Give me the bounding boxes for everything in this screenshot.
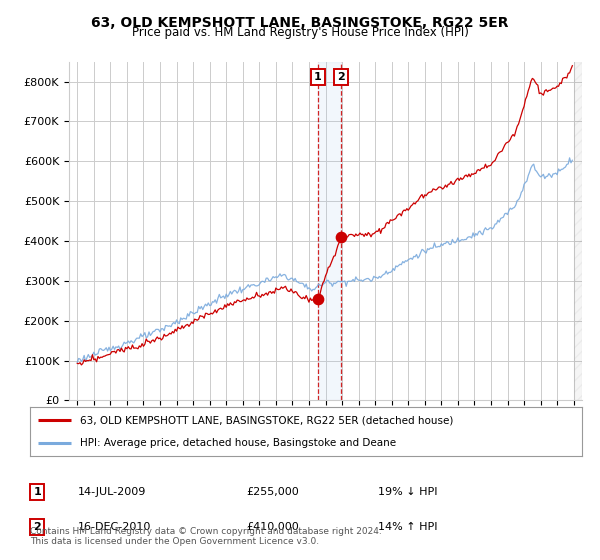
Text: 19% ↓ HPI: 19% ↓ HPI [378,487,437,497]
Text: Contains HM Land Registry data © Crown copyright and database right 2024.
This d: Contains HM Land Registry data © Crown c… [30,526,382,546]
Text: 2: 2 [338,72,345,82]
Text: 14% ↑ HPI: 14% ↑ HPI [378,522,437,532]
Text: 63, OLD KEMPSHOTT LANE, BASINGSTOKE, RG22 5ER (detached house): 63, OLD KEMPSHOTT LANE, BASINGSTOKE, RG2… [80,416,453,426]
Text: 2: 2 [34,522,41,532]
Text: £255,000: £255,000 [246,487,299,497]
Text: 1: 1 [34,487,41,497]
Text: 16-DEC-2010: 16-DEC-2010 [78,522,151,532]
Point [337,232,346,241]
Text: 1: 1 [314,72,322,82]
Text: £410,000: £410,000 [246,522,299,532]
Text: HPI: Average price, detached house, Basingstoke and Deane: HPI: Average price, detached house, Basi… [80,438,396,448]
Bar [318,62,341,400]
Bar [574,62,582,400]
Text: 63, OLD KEMPSHOTT LANE, BASINGSTOKE, RG22 5ER: 63, OLD KEMPSHOTT LANE, BASINGSTOKE, RG2… [91,16,509,30]
Text: Price paid vs. HM Land Registry's House Price Index (HPI): Price paid vs. HM Land Registry's House … [131,26,469,39]
Point [313,295,323,304]
Text: 14-JUL-2009: 14-JUL-2009 [78,487,146,497]
